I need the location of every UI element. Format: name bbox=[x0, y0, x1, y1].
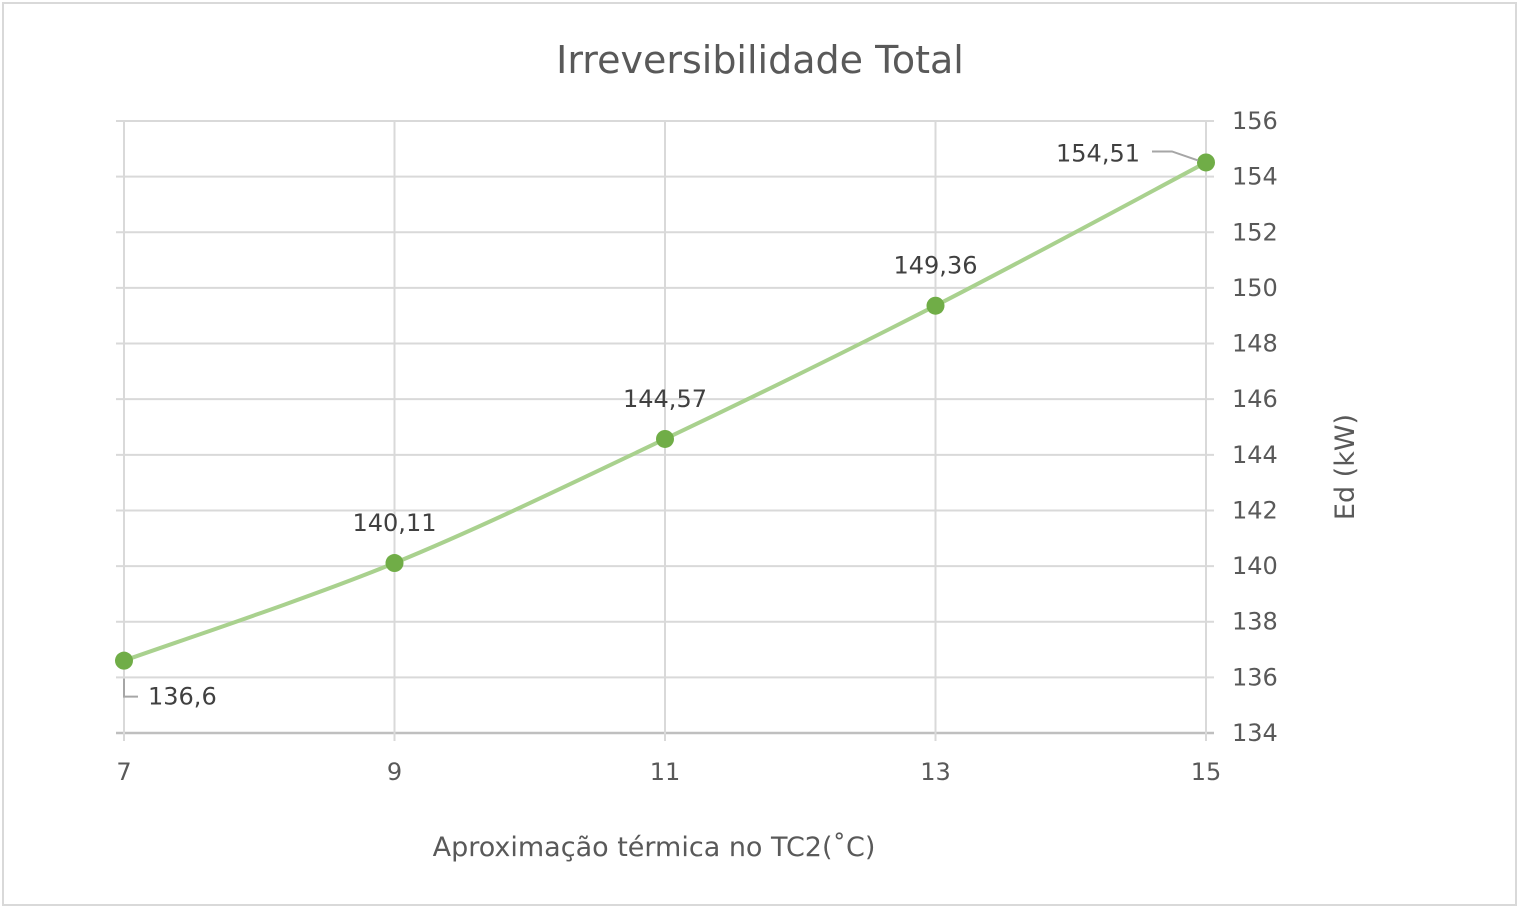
x-axis-title: Aproximação térmica no TC2(˚C) bbox=[433, 832, 876, 863]
y-tick-label: 136 bbox=[1232, 663, 1278, 691]
data-point bbox=[1197, 153, 1215, 172]
series-layer bbox=[115, 153, 1215, 670]
y-tick-label: 142 bbox=[1232, 496, 1278, 524]
y-tick-label: 146 bbox=[1232, 385, 1278, 413]
chart-title: Irreversibilidade Total bbox=[556, 38, 964, 82]
y-tick-label: 150 bbox=[1232, 274, 1278, 302]
y-tick-label: 134 bbox=[1232, 719, 1278, 747]
x-tick-label: 13 bbox=[920, 758, 951, 786]
y-tick-label: 148 bbox=[1232, 330, 1278, 358]
data-point bbox=[656, 429, 674, 448]
labels: 136,6 140,11 144,57 149,36 154,51 bbox=[123, 139, 1199, 711]
data-point bbox=[385, 554, 404, 573]
y-tick-label: 156 bbox=[1232, 107, 1278, 135]
y-tick-label: 154 bbox=[1232, 163, 1278, 191]
x-tick-label: 9 bbox=[387, 758, 402, 786]
y-tick-label: 152 bbox=[1232, 218, 1278, 246]
data-label: 140,11 bbox=[353, 509, 437, 537]
y-tick-label: 138 bbox=[1232, 608, 1278, 636]
y-tick-label: 140 bbox=[1232, 552, 1278, 580]
data-point bbox=[115, 651, 133, 670]
axes: 134 136 138 140 142 144 146 148 150 152 154 156 7 9 11… bbox=[116, 107, 1277, 786]
data-label: 144,57 bbox=[623, 385, 707, 413]
x-tick-label: 11 bbox=[650, 758, 681, 786]
data-label: 136,6 bbox=[148, 683, 217, 711]
x-tick-label: 7 bbox=[116, 758, 131, 786]
data-label: 149,36 bbox=[894, 252, 978, 280]
x-tick-label: 15 bbox=[1191, 758, 1222, 786]
leader-line bbox=[1152, 150, 1199, 162]
gridlines bbox=[116, 120, 1214, 741]
y-tick-label: 144 bbox=[1232, 441, 1278, 469]
y-axis-title: Ed (kW) bbox=[1330, 414, 1361, 520]
leader-line bbox=[123, 678, 138, 698]
data-point bbox=[926, 296, 945, 315]
data-label: 154,51 bbox=[1056, 139, 1140, 167]
